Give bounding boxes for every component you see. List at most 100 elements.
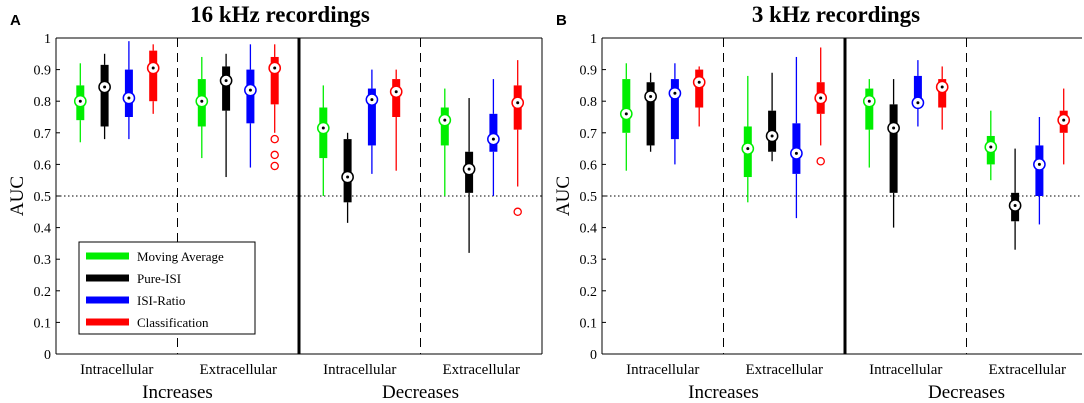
panel-letter: B: [556, 12, 567, 29]
box-pure-isi: [219, 53, 233, 178]
box-iqr: [622, 79, 631, 133]
y-tick-label: 0.2: [580, 285, 598, 300]
legend-label: ISI-Ratio: [137, 293, 185, 308]
median-dot: [770, 134, 774, 138]
box-iqr: [149, 50, 158, 102]
category-label: Extracellular: [989, 362, 1066, 378]
y-tick-label: 0: [44, 348, 51, 363]
outlier: [513, 207, 522, 217]
median-dot: [1037, 162, 1041, 166]
box-isi-ratio: [365, 69, 379, 174]
box-isi-ratio: [1033, 117, 1046, 225]
y-tick-label: 0.8: [34, 95, 52, 110]
y-tick-label: 0.7: [580, 127, 598, 142]
y-tick-label: 0.1: [34, 316, 52, 331]
y-tick-label: 0.8: [580, 95, 598, 110]
median-dot: [867, 99, 871, 103]
box-pure-isi: [765, 72, 779, 162]
median-dot: [200, 99, 204, 103]
box-isi-ratio: [122, 41, 136, 140]
median-dot: [697, 80, 701, 84]
box-pure-isi: [887, 79, 900, 228]
legend: Moving Average Pure-ISI ISI-Ratio Classific…: [78, 241, 256, 335]
panel-a: A 16 kHz recordings 0 0.1 0.2 0.3 0.4 0.5 0.6 0.7…: [7, 2, 543, 403]
median-dot: [940, 85, 944, 89]
y-tick-label: 0.9: [580, 64, 598, 79]
outlier: [270, 150, 279, 160]
box-iqr: [367, 88, 376, 146]
median-dot: [370, 98, 374, 102]
median-dot: [916, 101, 920, 105]
y-tick-label: 0.4: [34, 222, 52, 237]
category-label: Intracellular: [323, 362, 396, 378]
category-label: Extracellular: [443, 362, 520, 378]
box-iqr: [646, 82, 655, 146]
y-tick-label: 0.4: [580, 222, 598, 237]
box-classification: [935, 66, 949, 130]
y-axis-label: AUC: [553, 176, 574, 216]
median-dot: [794, 151, 798, 155]
box-pure-isi: [644, 72, 657, 152]
median-dot: [1013, 203, 1017, 207]
box-classification: [389, 69, 403, 171]
outlier: [270, 161, 279, 171]
category-label: Intracellular: [80, 362, 153, 378]
box-isi-ratio: [244, 44, 257, 168]
y-tick-label: 0.5: [34, 190, 52, 205]
legend-label: Classification: [137, 315, 209, 330]
box-moving-average: [195, 56, 209, 159]
box-iqr: [889, 104, 898, 193]
box-moving-average: [316, 85, 330, 196]
median-dot: [346, 175, 350, 179]
y-tick-label: 0.6: [34, 158, 52, 173]
box-classification: [1057, 88, 1071, 165]
median-dot: [321, 126, 325, 130]
y-tick-label: 0.1: [580, 316, 598, 331]
box-moving-average: [73, 63, 87, 143]
box-classification: [692, 66, 706, 127]
box-classification: [268, 44, 282, 171]
outlier: [816, 156, 825, 166]
median-dot: [467, 167, 471, 171]
box-iqr: [100, 64, 109, 127]
median-dot: [892, 126, 896, 130]
median-dot: [127, 96, 131, 100]
box-moving-average: [741, 75, 755, 203]
box-pure-isi: [341, 132, 354, 223]
box-isi-ratio: [668, 63, 682, 165]
median-dot: [516, 101, 520, 105]
box-moving-average: [862, 79, 876, 168]
group-label: Increases: [688, 382, 759, 403]
legend-label: Pure-ISI: [137, 271, 181, 286]
box-pure-isi: [462, 98, 476, 253]
panel-letter: A: [10, 12, 21, 29]
median-dot: [273, 66, 277, 70]
box-isi-ratio: [487, 79, 500, 196]
median-dot: [78, 99, 82, 103]
box-isi-ratio: [911, 60, 925, 127]
box-iqr: [865, 88, 874, 130]
box-moving-average: [438, 88, 452, 196]
box-moving-average: [619, 63, 633, 171]
y-tick-label: 0.2: [34, 285, 52, 300]
box-moving-average: [984, 110, 998, 181]
box-iqr: [670, 79, 679, 140]
y-axis-label: AUC: [7, 176, 28, 216]
chart-title: 3 kHz recordings: [752, 2, 920, 27]
category-label: Extracellular: [200, 362, 277, 378]
median-dot: [624, 112, 628, 116]
y-tick-label: 1: [590, 32, 597, 47]
y-tick-label: 0.3: [34, 253, 52, 268]
box-classification: [146, 44, 160, 114]
category-label: Intracellular: [869, 362, 942, 378]
median-dot: [819, 96, 823, 100]
group-label: Decreases: [382, 382, 459, 403]
legend-label: Moving Average: [137, 249, 224, 264]
box-classification: [511, 60, 525, 217]
y-tick-label: 0.3: [580, 253, 598, 268]
y-tick-label: 0: [590, 348, 597, 363]
y-tick-label: 1: [44, 32, 51, 47]
group-label: Decreases: [928, 382, 1005, 403]
outlier: [270, 134, 279, 144]
median-dot: [746, 147, 750, 151]
